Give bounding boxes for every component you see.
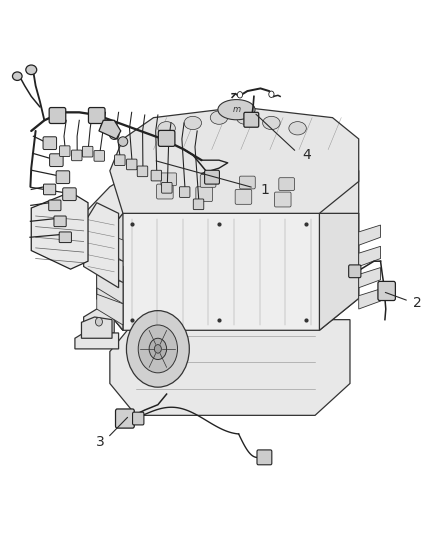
FancyBboxPatch shape (43, 137, 57, 150)
Ellipse shape (210, 111, 228, 124)
Polygon shape (97, 294, 123, 325)
Polygon shape (97, 213, 359, 330)
Polygon shape (319, 213, 359, 330)
FancyBboxPatch shape (88, 108, 105, 124)
Text: 4: 4 (302, 148, 311, 162)
Text: 1: 1 (261, 183, 269, 198)
Ellipse shape (12, 72, 22, 80)
FancyBboxPatch shape (82, 147, 93, 157)
FancyBboxPatch shape (205, 170, 219, 184)
Ellipse shape (158, 122, 175, 135)
Ellipse shape (26, 65, 37, 75)
Text: 2: 2 (413, 296, 422, 310)
Polygon shape (84, 203, 119, 288)
FancyBboxPatch shape (279, 177, 294, 190)
FancyBboxPatch shape (275, 192, 291, 207)
Polygon shape (97, 252, 123, 282)
FancyBboxPatch shape (193, 199, 204, 209)
Ellipse shape (118, 137, 128, 147)
Polygon shape (319, 139, 359, 213)
Ellipse shape (237, 111, 254, 124)
FancyBboxPatch shape (49, 200, 61, 211)
FancyBboxPatch shape (116, 409, 134, 428)
Polygon shape (81, 317, 112, 338)
FancyBboxPatch shape (115, 155, 125, 165)
Polygon shape (97, 213, 123, 330)
FancyBboxPatch shape (137, 166, 148, 176)
FancyBboxPatch shape (56, 171, 70, 183)
Polygon shape (359, 289, 381, 309)
FancyBboxPatch shape (49, 108, 66, 124)
FancyBboxPatch shape (158, 131, 175, 147)
FancyBboxPatch shape (180, 187, 190, 197)
Polygon shape (97, 245, 123, 330)
Polygon shape (359, 225, 381, 245)
Text: m: m (233, 105, 240, 114)
Polygon shape (110, 320, 350, 415)
Circle shape (138, 325, 177, 373)
FancyBboxPatch shape (94, 151, 105, 161)
FancyBboxPatch shape (235, 189, 252, 204)
Polygon shape (359, 246, 381, 266)
Polygon shape (110, 107, 359, 213)
FancyBboxPatch shape (162, 182, 172, 193)
FancyBboxPatch shape (49, 154, 63, 166)
FancyBboxPatch shape (156, 184, 173, 199)
Ellipse shape (110, 130, 119, 140)
Circle shape (95, 318, 102, 326)
Ellipse shape (289, 122, 306, 135)
FancyBboxPatch shape (196, 187, 212, 201)
Circle shape (237, 92, 243, 98)
Circle shape (149, 338, 166, 360)
FancyBboxPatch shape (349, 265, 361, 278)
FancyBboxPatch shape (63, 188, 76, 200)
FancyBboxPatch shape (240, 176, 255, 189)
Ellipse shape (184, 116, 201, 130)
Ellipse shape (218, 100, 255, 120)
Polygon shape (31, 192, 88, 269)
Text: 3: 3 (96, 435, 105, 449)
FancyBboxPatch shape (200, 174, 216, 187)
Polygon shape (75, 333, 119, 349)
Polygon shape (84, 309, 114, 333)
Polygon shape (97, 273, 123, 304)
Circle shape (154, 345, 161, 353)
Polygon shape (359, 268, 381, 288)
FancyBboxPatch shape (43, 184, 56, 195)
Polygon shape (99, 120, 121, 139)
FancyBboxPatch shape (257, 450, 272, 465)
Ellipse shape (263, 116, 280, 130)
FancyBboxPatch shape (59, 232, 71, 243)
Polygon shape (79, 139, 153, 245)
FancyBboxPatch shape (54, 216, 66, 227)
FancyBboxPatch shape (127, 159, 137, 169)
FancyBboxPatch shape (151, 170, 162, 181)
Ellipse shape (101, 123, 110, 132)
FancyBboxPatch shape (161, 173, 177, 185)
Circle shape (127, 311, 189, 387)
Circle shape (269, 91, 274, 98)
FancyBboxPatch shape (244, 112, 259, 127)
FancyBboxPatch shape (60, 146, 70, 157)
FancyBboxPatch shape (378, 281, 396, 301)
Polygon shape (97, 230, 123, 261)
FancyBboxPatch shape (133, 412, 144, 425)
FancyBboxPatch shape (71, 150, 82, 161)
